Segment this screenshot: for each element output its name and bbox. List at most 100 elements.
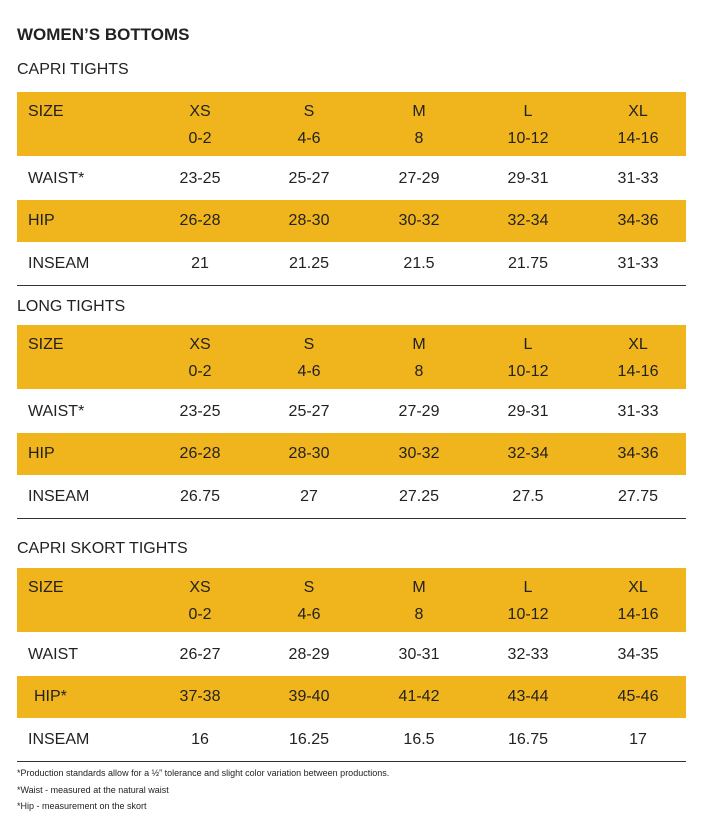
cell: 32-33 [507,646,549,663]
cell: 16.5 [403,731,435,748]
size-name: M [412,336,426,353]
cell: 16.25 [288,731,330,748]
size-range: 10-12 [507,130,549,147]
cell: 39-40 [288,688,330,705]
section-rule [17,761,686,762]
size-name: M [412,579,426,596]
cell: 45-46 [617,688,659,705]
hip-band [17,200,686,242]
size-name: L [523,336,533,353]
cell: 21.5 [403,255,435,272]
cell: 27 [300,488,318,505]
cell: 27.25 [398,488,440,505]
size-range: 14-16 [617,130,659,147]
footnote: *Hip - measurement on the skort [17,801,147,811]
cell: 29-31 [507,403,549,420]
header-band [17,92,686,156]
cell: 16.75 [507,731,549,748]
size-range: 8 [414,606,424,623]
cell: 25-27 [288,403,330,420]
size-name: M [412,103,426,120]
size-name: S [303,103,315,120]
cell: 28-29 [288,646,330,663]
cell: 31-33 [617,255,659,272]
hip-band [17,433,686,475]
header-band [17,568,686,632]
footnote: *Waist - measured at the natural waist [17,785,169,795]
header-label: SIZE [28,336,64,353]
cell: 31-33 [617,403,659,420]
size-name: XS [189,336,211,353]
row-label: WAIST* [28,170,85,187]
size-name: XL [628,103,648,120]
header-label: SIZE [28,579,64,596]
cell: 26-28 [179,445,221,462]
cell: 25-27 [288,170,330,187]
cell: 34-35 [617,646,659,663]
cell: 43-44 [507,688,549,705]
cell: 23-25 [179,403,221,420]
cell: 27.5 [512,488,544,505]
cell: 28-30 [288,212,330,229]
size-name: XL [628,579,648,596]
cell: 32-34 [507,445,549,462]
cell: 30-31 [398,646,440,663]
cell: 21.75 [507,255,549,272]
row-label: HIP [28,212,55,229]
size-name: XL [628,336,648,353]
cell: 29-31 [507,170,549,187]
title: WOMEN’S BOTTOMS [17,25,190,44]
cell: 17 [629,731,647,748]
size-range: 0-2 [188,606,212,623]
cell: 30-32 [398,212,440,229]
size-range: 14-16 [617,606,659,623]
row-label: INSEAM [28,255,90,272]
cell: 27-29 [398,403,440,420]
hip-band [17,676,686,718]
size-name: XS [189,579,211,596]
section-rule [17,285,686,286]
header-label: SIZE [28,103,64,120]
footnote: *Production standards allow for a ½” tol… [17,768,390,778]
size-range: 0-2 [188,130,212,147]
cell: 27-29 [398,170,440,187]
size-name: L [523,103,533,120]
cell: 26-28 [179,212,221,229]
cell: 23-25 [179,170,221,187]
section-rule [17,518,686,519]
cell: 16 [191,731,209,748]
cell: 26-27 [179,646,221,663]
cell: 21.25 [288,255,330,272]
header-band [17,325,686,389]
section-title: CAPRI SKORT TIGHTS [17,540,188,557]
cell: 30-32 [398,445,440,462]
size-range: 14-16 [617,363,659,380]
cell: 34-36 [617,445,659,462]
size-range: 8 [414,363,424,380]
cell: 27.75 [617,488,659,505]
cell: 26.75 [179,488,221,505]
size-range: 8 [414,130,424,147]
size-range: 4-6 [297,606,321,623]
cell: 28-30 [288,445,330,462]
row-label: WAIST* [28,403,85,420]
size-name: L [523,579,533,596]
row-label: HIP* [34,688,67,705]
size-range: 10-12 [507,363,549,380]
size-name: XS [189,103,211,120]
row-label: INSEAM [28,488,90,505]
size-range: 4-6 [297,130,321,147]
cell: 41-42 [398,688,440,705]
size-name: S [303,336,315,353]
cell: 32-34 [507,212,549,229]
row-label: HIP [28,445,55,462]
cell: 31-33 [617,170,659,187]
row-label: WAIST [28,646,79,663]
cell: 34-36 [617,212,659,229]
cell: 37-38 [179,688,221,705]
size-range: 10-12 [507,606,549,623]
size-range: 0-2 [188,363,212,380]
cell: 21 [191,255,209,272]
section-title: LONG TIGHTS [17,298,126,315]
